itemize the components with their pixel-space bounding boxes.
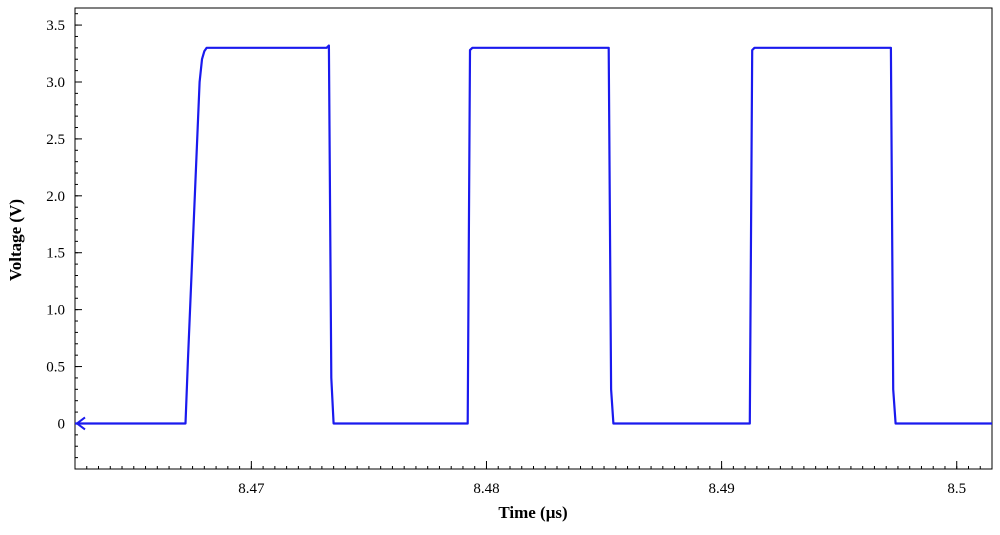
y-tick-label: 0: [58, 416, 66, 432]
x-axis-title: Time (μs): [498, 503, 567, 522]
y-tick-label: 1.0: [46, 303, 65, 319]
y-ticks: 0 0.5 1.0 1.5 2.0 2.5 3.0 3.5: [46, 18, 82, 432]
voltage-series-line: [75, 44, 992, 425]
y-tick-label: 3.0: [46, 75, 65, 91]
y-tick-label: 3.5: [46, 18, 65, 34]
x-ticks: 8.47 8.48 8.49 8.5: [238, 461, 966, 497]
y-tick-label: 2.0: [46, 189, 65, 205]
x-tick-label: 8.47: [238, 481, 265, 497]
y-tick-label: 1.5: [46, 246, 65, 262]
plot-area: [74, 7, 993, 470]
x-tick-label: 8.48: [473, 481, 499, 497]
x-tick-label: 8.49: [708, 481, 734, 497]
y-tick-label: 2.5: [46, 132, 65, 148]
x-tick-label: 8.5: [947, 481, 966, 497]
series-layer: [75, 44, 992, 425]
y-axis-title: Voltage (V): [6, 199, 25, 281]
y-tick-label: 0.5: [46, 360, 65, 376]
marker-layer: [76, 416, 86, 431]
cursor-arrow-marker: [76, 416, 86, 431]
